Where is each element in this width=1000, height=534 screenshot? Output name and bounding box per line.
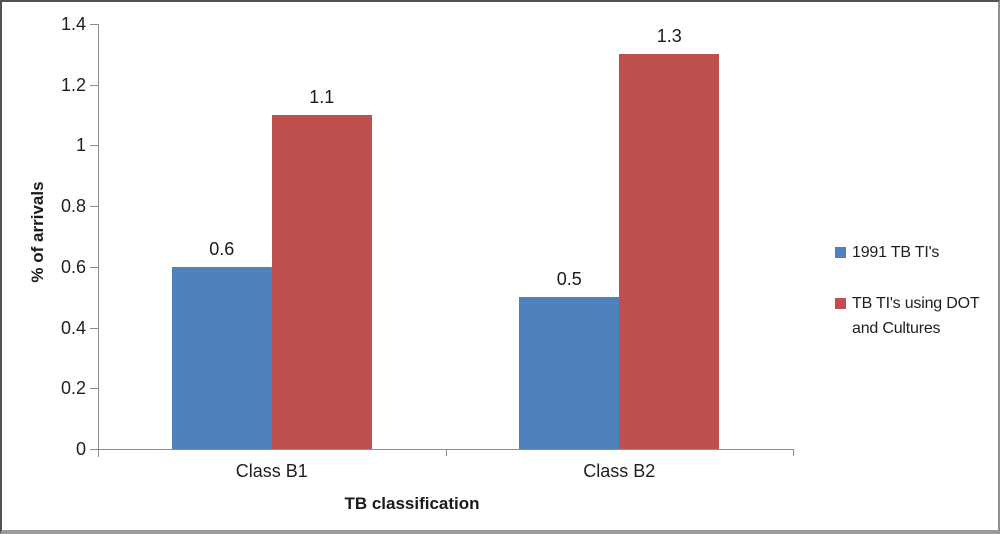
y-axis-tick [90,449,98,450]
y-axis-tick-label: 1 [75,135,86,155]
y-axis-tick-label: 1.4 [60,14,86,34]
bar-value-label: 0.6 [209,239,235,259]
y-axis-tick-label: 1.2 [60,75,86,95]
y-axis-line [98,24,99,457]
y-axis-tick [90,24,98,25]
category-label: Class B2 [583,461,656,481]
legend-swatch-red-icon [835,298,846,309]
legend-label-line-2: and Cultures [852,320,941,337]
bar-value-label: 1.1 [309,87,335,107]
y-axis-tick [90,328,98,329]
y-axis-tick-label: 0 [75,439,86,459]
y-axis-tick [90,145,98,146]
y-axis-tick-label: 0.6 [60,257,86,277]
y-axis-tick-label: 0.8 [60,196,86,216]
bar-value-label: 1.3 [656,26,682,46]
x-axis-title: TB classification [344,494,480,513]
legend-label-line-1: TB TI's using DOT [852,295,980,312]
y-axis-tick [90,206,98,207]
y-axis-tick [90,85,98,86]
x-axis-line [98,449,794,450]
legend-label: 1991 TB TI's [852,244,940,261]
y-axis-title: % of arrivals [28,181,47,283]
bar-series0-cat0 [171,267,272,449]
bar-series0-cat1 [519,297,620,449]
bar-value-label: 0.5 [556,269,582,289]
bar-series1-cat0 [271,115,372,449]
category-label: Class B1 [235,461,308,481]
bar-series1-cat1 [619,54,720,449]
y-axis-tick [90,388,98,389]
y-axis-tick [90,267,98,268]
legend-swatch-blue-icon [835,247,846,258]
y-axis-tick-label: 0.4 [60,318,86,338]
x-axis-tick [446,450,447,456]
legend-entry-tb-tis-dot-cultures: TB TI's using DOT and Cultures [835,291,980,341]
x-axis-tick [793,450,794,456]
legend-label: TB TI's using DOT and Cultures [852,291,980,341]
legend-entry-1991-tb-tis: 1991 TB TI's [835,240,939,265]
y-axis-tick-label: 0.2 [60,378,86,398]
